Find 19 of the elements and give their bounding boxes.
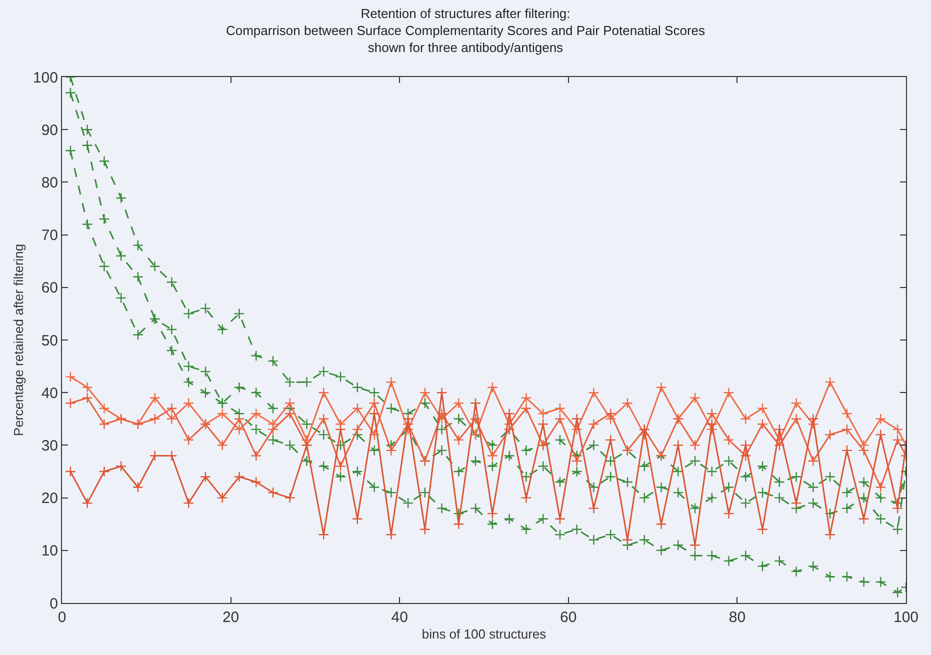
x-axis-title: bins of 100 structures (422, 626, 547, 642)
y-tick-label: 40 (41, 384, 58, 402)
y-tick-label: 70 (41, 227, 58, 244)
x-tick-label: 20 (222, 609, 240, 626)
y-tick-label: 80 (41, 174, 58, 192)
y-tick-label: 30 (41, 437, 58, 454)
y-tick-label: 100 (32, 69, 58, 86)
y-tick-label: 50 (41, 332, 58, 350)
y-tick-label: 10 (41, 542, 58, 560)
y-tick-label: 90 (41, 122, 58, 139)
y-tick-label: 0 (50, 595, 58, 612)
x-tick-label: 60 (560, 609, 577, 626)
x-tick-label: 80 (728, 609, 746, 626)
chart-title: Retention of structures after filtering: Comparrison between Surface Complementarity Scores and Pair Potenatial Scores shown for three antibody/antigens (226, 6, 706, 55)
x-tick-label: 40 (391, 609, 408, 626)
y-axis-title: Percentage retained after filtering (10, 244, 26, 436)
y-tick-label: 60 (41, 280, 58, 297)
y-tick-label: 20 (41, 490, 58, 508)
x-tick-label: 100 (893, 609, 919, 626)
